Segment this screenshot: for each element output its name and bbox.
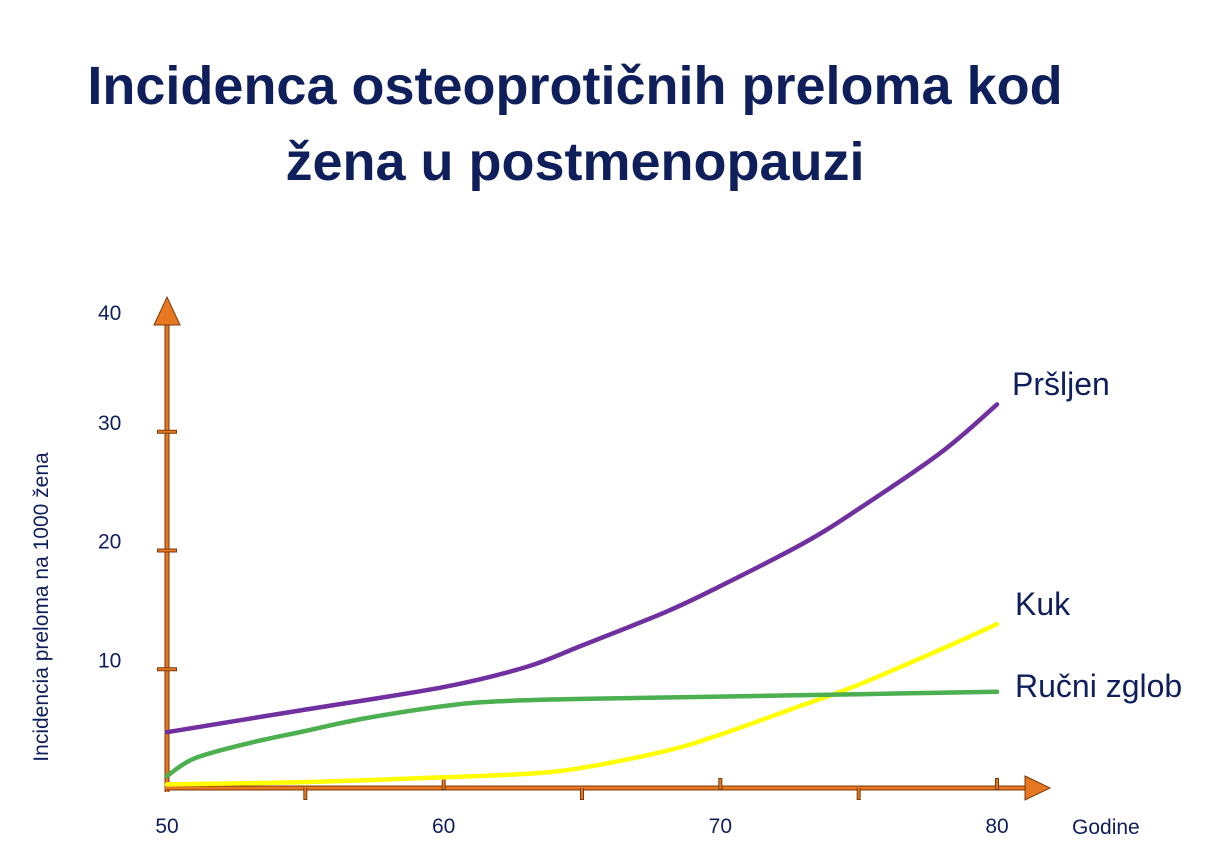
series-line-0 — [164, 402, 1000, 735]
chart-title-line-2: žena u postmenopauzi — [285, 132, 865, 192]
x-axis-title: Godine — [1072, 816, 1140, 839]
chart-title-line-1: Incidenca osteoprotičnih preloma kod — [87, 56, 1063, 116]
y-tick-label: 40 — [98, 302, 121, 325]
y-tick-label: 20 — [98, 531, 121, 554]
y-axis-title: Incidencia preloma na 1000 žena — [30, 452, 53, 762]
x-tick-label: 80 — [985, 815, 1008, 838]
y-tick-label: 30 — [98, 412, 121, 435]
series-line-1 — [164, 621, 1000, 787]
y-tick-label: 10 — [98, 649, 121, 672]
series-line-2 — [164, 689, 1000, 779]
series-lines — [164, 402, 1000, 787]
chart-title: Incidenca osteoprotičnih preloma kod žen… — [0, 48, 1150, 200]
series-label-1: Kuk — [1015, 586, 1071, 622]
series-label-2: Ručni zglob — [1015, 668, 1182, 704]
x-tick-label: 60 — [432, 815, 455, 838]
x-axis-arrow-icon — [1024, 775, 1052, 801]
axes — [153, 295, 1052, 801]
chart-labels: 10 20 30 40 50 60 70 80 Godine Incidencia preloma… — [30, 302, 1182, 839]
y-axis-arrow-icon — [153, 295, 181, 326]
series-label-0: Pršljen — [1012, 366, 1110, 402]
x-tick-label: 50 — [155, 815, 178, 838]
x-tick-label: 70 — [709, 815, 732, 838]
